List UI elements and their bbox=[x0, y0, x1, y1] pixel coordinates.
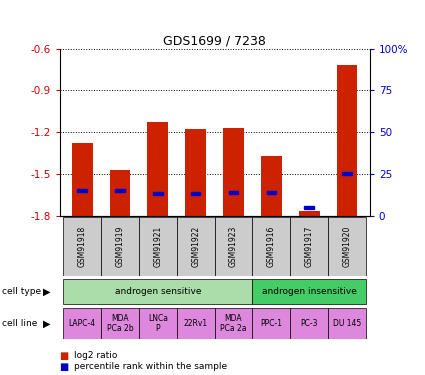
Text: GSM91923: GSM91923 bbox=[229, 226, 238, 267]
Bar bbox=[290, 308, 328, 339]
Bar bbox=[304, 206, 314, 209]
Bar bbox=[101, 217, 139, 276]
Bar bbox=[252, 308, 290, 339]
Bar bbox=[328, 217, 366, 276]
Text: ▶: ▶ bbox=[43, 318, 51, 328]
Text: GSM91921: GSM91921 bbox=[153, 226, 162, 267]
Bar bbox=[177, 217, 215, 276]
Bar bbox=[77, 189, 87, 192]
Text: percentile rank within the sample: percentile rank within the sample bbox=[74, 362, 227, 371]
Bar bbox=[63, 217, 101, 276]
Text: GSM91916: GSM91916 bbox=[267, 226, 276, 267]
Text: cell line: cell line bbox=[2, 319, 37, 328]
Bar bbox=[139, 308, 177, 339]
Bar bbox=[139, 217, 177, 276]
Text: GSM91917: GSM91917 bbox=[305, 226, 314, 267]
Text: MDA
PCa 2b: MDA PCa 2b bbox=[107, 314, 133, 333]
Bar bbox=[223, 128, 244, 216]
Text: 22Rv1: 22Rv1 bbox=[184, 319, 208, 328]
Bar bbox=[63, 308, 101, 339]
Text: androgen insensitive: androgen insensitive bbox=[262, 287, 357, 296]
Bar bbox=[153, 192, 163, 195]
Bar bbox=[229, 191, 238, 194]
Text: ▶: ▶ bbox=[43, 286, 51, 297]
Bar bbox=[342, 172, 352, 176]
Bar bbox=[185, 129, 206, 216]
Bar bbox=[115, 189, 125, 192]
Bar bbox=[252, 279, 366, 304]
Text: log2 ratio: log2 ratio bbox=[74, 351, 118, 360]
Bar bbox=[147, 123, 168, 216]
Text: MDA
PCa 2a: MDA PCa 2a bbox=[220, 314, 247, 333]
Text: ■: ■ bbox=[60, 362, 69, 372]
Text: GSM91918: GSM91918 bbox=[78, 226, 87, 267]
Bar bbox=[72, 143, 93, 216]
Bar bbox=[266, 191, 276, 194]
Title: GDS1699 / 7238: GDS1699 / 7238 bbox=[163, 34, 266, 48]
Bar bbox=[337, 65, 357, 216]
Text: androgen sensitive: androgen sensitive bbox=[115, 287, 201, 296]
Bar bbox=[299, 211, 320, 216]
Bar bbox=[63, 279, 252, 304]
Bar bbox=[328, 308, 366, 339]
Text: GSM91920: GSM91920 bbox=[343, 226, 351, 267]
Bar bbox=[252, 217, 290, 276]
Bar bbox=[261, 156, 282, 216]
Text: GSM91919: GSM91919 bbox=[116, 226, 125, 267]
Text: GSM91922: GSM91922 bbox=[191, 226, 200, 267]
Text: DU 145: DU 145 bbox=[333, 319, 361, 328]
Bar bbox=[290, 217, 328, 276]
Bar bbox=[177, 308, 215, 339]
Text: LAPC-4: LAPC-4 bbox=[69, 319, 96, 328]
Text: ■: ■ bbox=[60, 351, 69, 360]
Text: PC-3: PC-3 bbox=[300, 319, 318, 328]
Text: cell type: cell type bbox=[2, 287, 41, 296]
Bar bbox=[101, 308, 139, 339]
Bar bbox=[191, 192, 201, 195]
Text: PPC-1: PPC-1 bbox=[261, 319, 282, 328]
Bar bbox=[215, 217, 252, 276]
Text: LNCa
P: LNCa P bbox=[148, 314, 168, 333]
Bar bbox=[215, 308, 252, 339]
Bar bbox=[110, 170, 130, 216]
